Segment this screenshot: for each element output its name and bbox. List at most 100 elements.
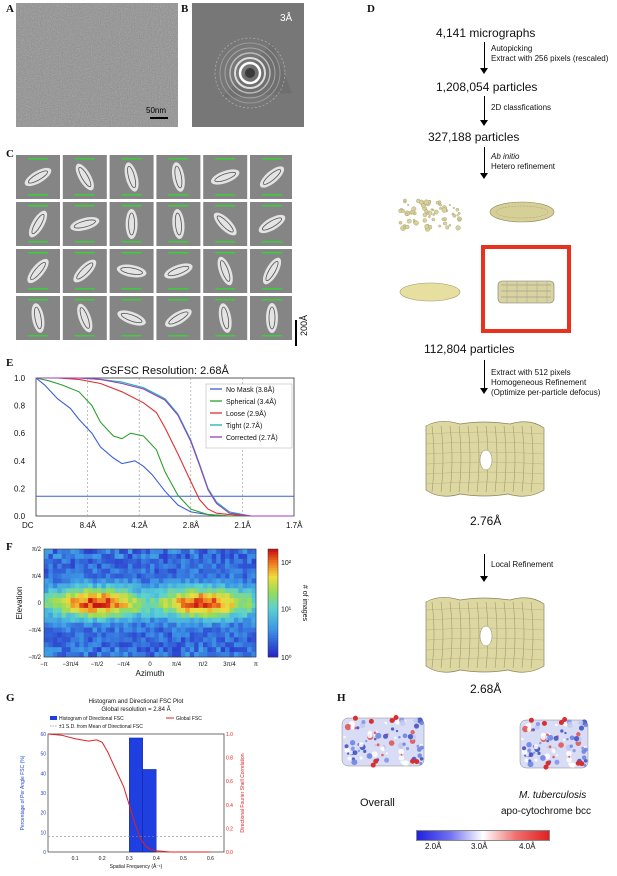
heatmap-cell xyxy=(242,642,248,648)
heatmap-cell xyxy=(44,563,49,569)
low-resolution-patch xyxy=(541,720,547,726)
heatmap-cell xyxy=(167,558,173,565)
class-count-marker xyxy=(215,158,236,160)
heatmap-cell xyxy=(123,588,129,594)
heatmap-cell xyxy=(233,578,239,584)
heatmap-cell xyxy=(110,588,115,594)
heatmap-cell xyxy=(61,588,67,594)
heatmap-cell xyxy=(119,568,124,574)
heatmap-cell xyxy=(154,642,160,648)
heatmap-cell xyxy=(48,617,54,623)
heatmap-cell xyxy=(83,578,89,584)
heatmap-cell xyxy=(97,553,102,560)
heatmap-cell xyxy=(136,622,142,628)
heatmap-cell xyxy=(185,622,191,628)
colorbar-segment xyxy=(268,611,278,615)
map-class-4 xyxy=(497,280,555,304)
heatmap-cell xyxy=(83,632,89,638)
colorbar-segment xyxy=(268,646,278,650)
class-resolution-marker xyxy=(262,288,282,290)
arrowhead-icon xyxy=(480,68,488,74)
heatmap-cell xyxy=(88,617,93,623)
heatmap-cell xyxy=(154,568,160,574)
heatmap-cell xyxy=(247,563,252,569)
heatmap-cell xyxy=(123,607,129,614)
heatmap-cell xyxy=(225,607,230,614)
resolution-patch xyxy=(361,719,366,725)
class-resolution-marker xyxy=(215,335,236,337)
heatmap-cell xyxy=(141,593,146,599)
heatmap-cell xyxy=(203,622,208,628)
heatmap-cell xyxy=(74,612,80,619)
heatmap-cell xyxy=(225,553,230,560)
colorbar-segment xyxy=(268,613,278,617)
density-contour xyxy=(425,481,545,485)
heatmap-cell xyxy=(176,598,182,604)
heatmap-cell xyxy=(247,598,252,604)
heatmap-cell xyxy=(70,642,76,648)
heatmap-cell xyxy=(127,558,133,565)
heatmap-cell xyxy=(207,588,213,594)
heatmap-cell xyxy=(216,598,221,604)
heatmap-cell xyxy=(114,607,120,614)
heatmap-cell xyxy=(216,563,221,569)
class-count-marker xyxy=(168,205,189,207)
heatmap-cell xyxy=(216,622,221,628)
heatmap-cell xyxy=(88,642,93,648)
heatmap-cell xyxy=(97,558,102,565)
low-resolution-patch xyxy=(528,717,534,723)
heatmap-cell xyxy=(66,622,71,628)
resolution-patch xyxy=(581,746,585,750)
heatmap-cell xyxy=(220,549,226,555)
resolution-patch xyxy=(583,758,588,763)
heatmap-cell xyxy=(57,632,62,638)
heatmap-cell xyxy=(136,553,142,560)
arrow1-label-2: Extract with 256 pixels (rescaled) xyxy=(491,54,609,63)
x-axis-label: Azimuth xyxy=(136,669,165,677)
heatmap-cell xyxy=(194,603,199,609)
heatmap-cell xyxy=(154,637,160,643)
heatmap-cell xyxy=(127,563,133,569)
heatmap-cell xyxy=(247,607,252,614)
heatmap-cell xyxy=(44,549,49,555)
heatmap-cell xyxy=(251,617,257,623)
heatmap-cell xyxy=(48,612,54,619)
heatmap-cell xyxy=(83,627,89,633)
heatmap-cell xyxy=(167,588,173,594)
heatmap-cell xyxy=(105,647,111,653)
resolution-patch xyxy=(398,748,405,755)
heatmap-cell xyxy=(145,558,151,565)
heatmap-cell xyxy=(154,627,160,633)
y2-tick-label: 0.8 xyxy=(226,756,233,762)
density-blob xyxy=(416,198,421,203)
density-blob xyxy=(458,218,461,221)
resolution-patch xyxy=(385,752,389,755)
particle-density xyxy=(24,167,52,187)
x-tick-label: 0.3 xyxy=(126,856,133,862)
density-blob xyxy=(423,199,430,205)
heatmap-cell xyxy=(150,573,155,579)
heatmap-cell xyxy=(70,627,76,633)
heatmap-cell xyxy=(74,642,80,648)
heatmap-cell xyxy=(150,578,155,584)
heatmap-cell xyxy=(105,563,111,569)
colorbar-segment xyxy=(268,554,278,558)
heatmap-cell xyxy=(167,607,173,614)
heatmap-cell xyxy=(88,603,93,609)
class-averages-grid xyxy=(16,155,294,345)
x-axis-label: Spatial Frequency (Å⁻¹) xyxy=(110,863,163,870)
heatmap-cell xyxy=(119,652,124,658)
heatmap-cell xyxy=(97,652,102,658)
heatmap-cell xyxy=(119,558,124,565)
heatmap-cell xyxy=(123,652,129,658)
arrow2-label: 2D classfications xyxy=(491,103,552,112)
heatmap-cell xyxy=(238,558,244,565)
heatmap-cell xyxy=(163,549,168,555)
heatmap-cell xyxy=(150,568,155,574)
heatmap-cell xyxy=(57,593,62,599)
heatmap-cell xyxy=(66,637,71,643)
heatmap-cell xyxy=(185,603,191,609)
heatmap-cell xyxy=(189,568,195,574)
heatmap-cell xyxy=(105,607,111,614)
heatmap-cell xyxy=(216,583,221,589)
